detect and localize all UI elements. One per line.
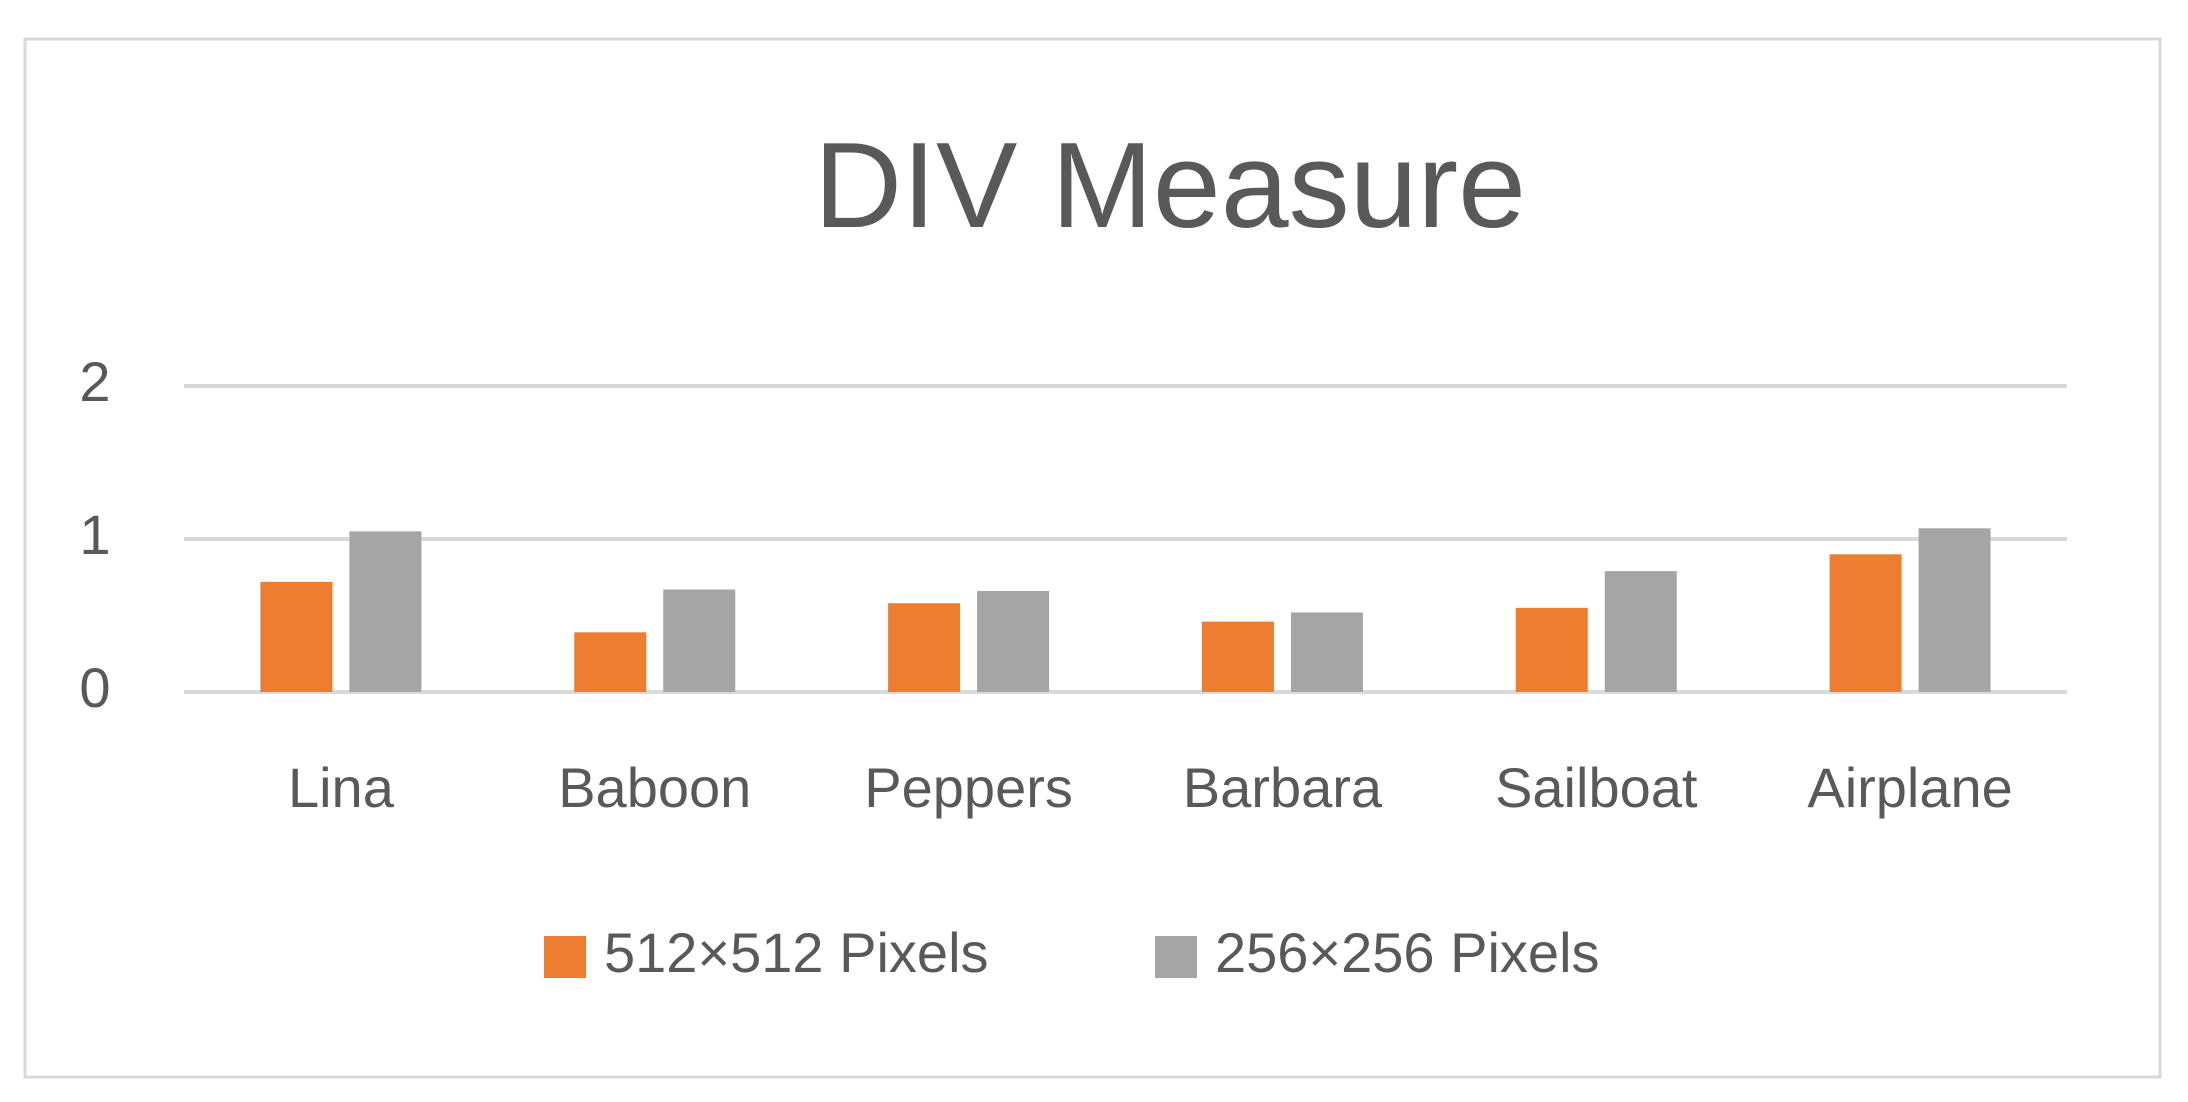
y-tick-label: 0	[79, 656, 110, 719]
x-tick-label: Baboon	[558, 756, 751, 819]
bar	[1290, 612, 1363, 692]
bar	[888, 603, 961, 692]
bar	[977, 591, 1050, 692]
x-tick-label: Airplane	[1807, 756, 2012, 819]
legend-label: 256×256 Pixels	[1215, 921, 1600, 984]
bar	[663, 589, 736, 692]
x-tick-label: Barbara	[1183, 756, 1383, 819]
bar	[260, 581, 333, 692]
bar	[574, 632, 647, 692]
y-tick-label: 1	[79, 503, 110, 566]
legend-label: 512×512 Pixels	[604, 921, 989, 984]
chart-title: DIV Measure	[814, 117, 1526, 253]
x-tick-label: Lina	[288, 756, 395, 819]
bar	[349, 531, 422, 692]
legend-swatch	[1155, 936, 1197, 978]
bar	[1201, 621, 1274, 692]
x-tick-label: Sailboat	[1495, 756, 1698, 819]
bar	[1918, 528, 1991, 692]
legend-swatch	[544, 936, 586, 978]
bar	[1515, 607, 1588, 692]
bar	[1604, 571, 1677, 692]
x-tick-label: Peppers	[864, 756, 1073, 819]
bar	[1829, 554, 1902, 692]
y-tick-label: 2	[79, 350, 110, 413]
